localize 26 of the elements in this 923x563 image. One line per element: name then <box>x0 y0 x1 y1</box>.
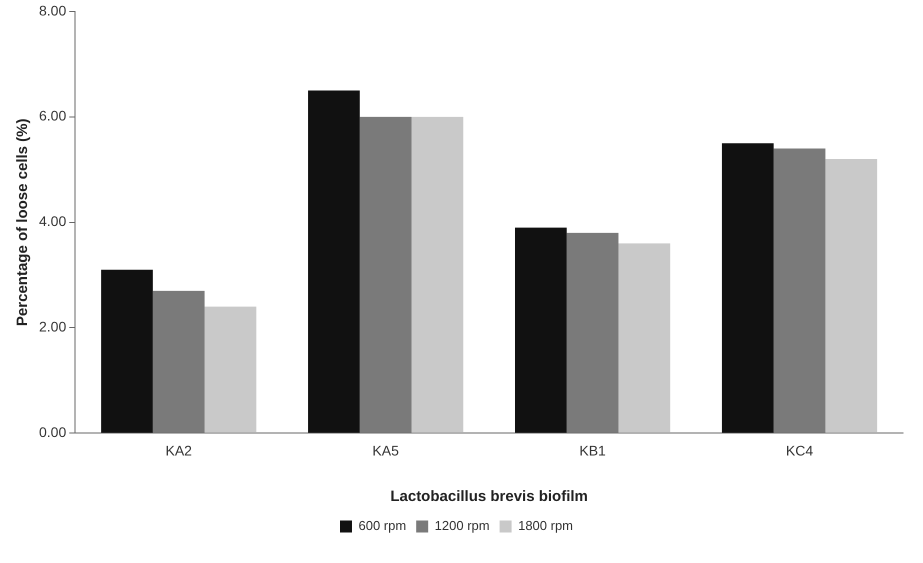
bar <box>566 232 618 433</box>
x-axis-title: Lactobacillus brevis biofilm <box>390 488 588 506</box>
bar <box>360 116 412 433</box>
legend-label: 1800 rpm <box>518 518 574 534</box>
bar <box>412 116 464 433</box>
bar <box>204 306 256 433</box>
bar <box>101 270 153 433</box>
y-tick-label: 6.00 <box>39 108 66 124</box>
y-tick-label: 2.00 <box>39 318 66 335</box>
x-tick-label: KA5 <box>372 442 400 458</box>
x-tick-label: KB1 <box>579 442 606 458</box>
bar <box>308 90 360 433</box>
y-tick-label: 8.00 <box>39 2 66 18</box>
bar <box>514 228 567 433</box>
y-axis-title: Percentage of loose cells (%) <box>14 118 32 326</box>
y-tick-label: 4.00 <box>39 213 66 230</box>
legend-label: 600 rpm <box>358 518 406 534</box>
bar <box>618 243 670 433</box>
x-tick-label: KA2 <box>165 442 192 458</box>
legend-label: 1200 rpm <box>434 518 490 534</box>
bar <box>774 148 826 433</box>
bar <box>152 290 205 433</box>
x-tick-label: KC4 <box>786 442 814 458</box>
bar <box>825 159 878 433</box>
y-tick-label: 0.00 <box>39 424 66 440</box>
bar <box>722 143 774 433</box>
